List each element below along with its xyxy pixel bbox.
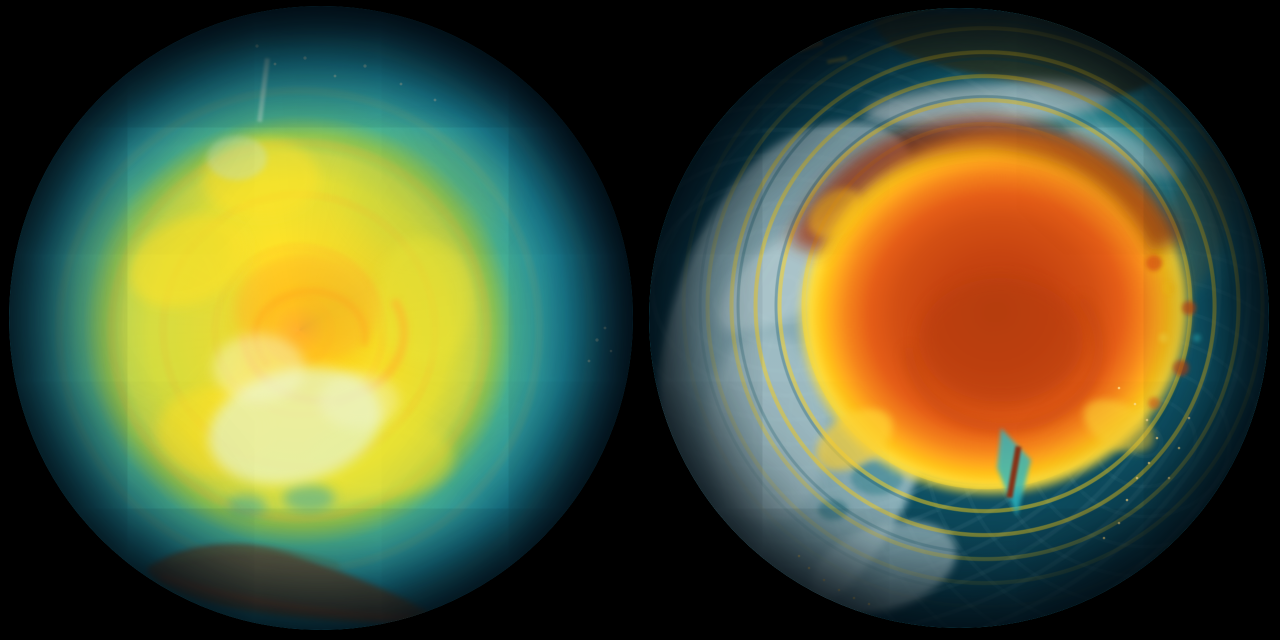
limb-darkening bbox=[649, 8, 1269, 628]
south-pole-globe bbox=[9, 6, 633, 630]
north-pole-globe bbox=[649, 8, 1269, 628]
limb-darkening bbox=[9, 6, 633, 630]
terminator-shadow bbox=[649, 8, 1269, 628]
terminator-shadow bbox=[9, 6, 633, 630]
